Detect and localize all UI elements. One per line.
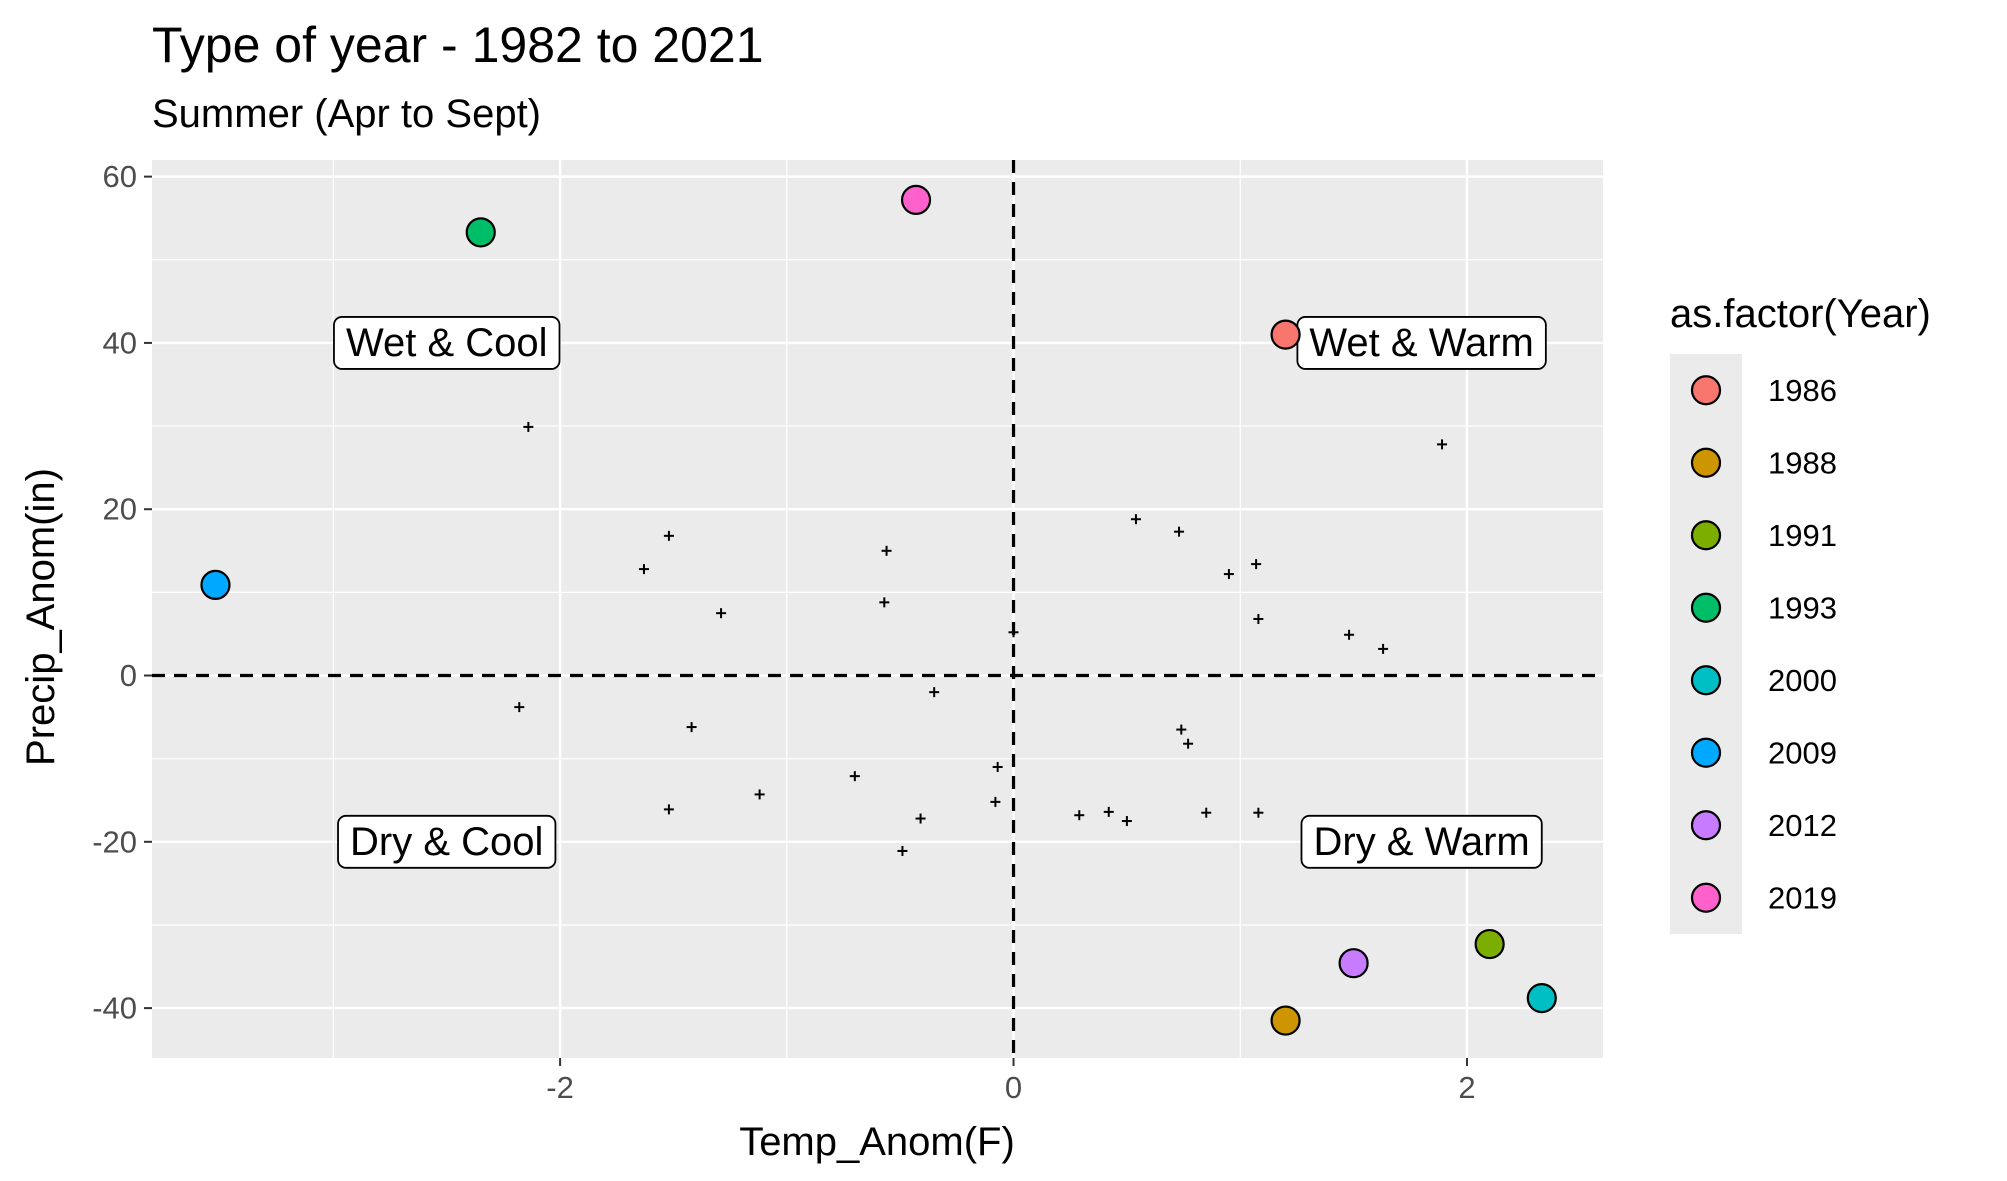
plus-point (849, 771, 860, 782)
quadrant-label: Wet & Warm (1296, 316, 1547, 370)
legend-label-1988: 1988 (1768, 445, 1837, 480)
plus-point (1103, 806, 1114, 817)
panel-background (152, 160, 1603, 1058)
plus-point (1201, 807, 1212, 818)
plot-marks: Wet & Cool Wet & Warm Dry & Cool Dry & Warm (152, 160, 1603, 1058)
legend-key-2019 (1690, 882, 1722, 913)
legend-title: as.factor(Year) (1670, 292, 1931, 336)
quadrant-label: Wet & Cool (333, 316, 561, 370)
y-tick-label: 0 (120, 658, 137, 693)
plus-point (897, 845, 908, 856)
x-tick-label: -2 (546, 1070, 574, 1105)
legend-label-2012: 2012 (1768, 808, 1837, 843)
quadrant-label-text: Dry & Warm (1313, 820, 1529, 864)
x-axis-title: Temp_Anom(F) (739, 1120, 1015, 1164)
quadrant-label-box (337, 814, 557, 869)
plus-point (716, 608, 727, 619)
year-point-1991 (1474, 928, 1505, 960)
year-point-2012 (1338, 948, 1369, 979)
legend-key-2012 (1690, 810, 1722, 841)
plus-point (514, 702, 525, 713)
year-point-2000 (1526, 983, 1557, 1014)
legend-key-background (1670, 354, 1742, 934)
plus-point (1251, 559, 1262, 570)
x-tick-label: 2 (1458, 1070, 1475, 1105)
plus-point (1176, 724, 1187, 735)
plus-point (990, 796, 1001, 807)
legend-label-1993: 1993 (1768, 590, 1837, 625)
legend: as.factor(Year) 1986 1988 1991 1993 2000 2009… (1670, 292, 1931, 934)
legend-label-2009: 2009 (1768, 735, 1837, 770)
legend-key-1993 (1690, 592, 1722, 623)
y-axis-title: Precip_Anom(in) (19, 468, 63, 766)
x-tick-label: 0 (1005, 1070, 1022, 1105)
chart-subtitle: Summer (Apr to Sept) (152, 92, 541, 136)
plus-point (1130, 514, 1141, 525)
plus-point (1174, 526, 1185, 537)
quadrant-label-text: Dry & Cool (350, 820, 543, 864)
plus-point (638, 564, 649, 575)
year-point-2009 (200, 569, 231, 600)
year-point-1993 (465, 217, 496, 248)
legend-key-1986 (1690, 375, 1722, 406)
plus-point (663, 804, 674, 815)
plus-point (1074, 810, 1085, 821)
plus-point (1378, 643, 1389, 654)
legend-key-1988 (1690, 447, 1722, 478)
plus-point (686, 722, 697, 733)
year-point-2019 (900, 184, 932, 216)
quadrant-label-box (1300, 814, 1543, 869)
y-tick-label: 20 (103, 492, 137, 527)
plus-point (879, 597, 890, 608)
plus-point (1437, 439, 1448, 450)
plus-point (1223, 569, 1234, 580)
quadrant-label-text: Wet & Cool (346, 321, 548, 365)
legend-label-1986: 1986 (1768, 373, 1837, 408)
plus-point (1253, 613, 1264, 624)
legend-label-1991: 1991 (1768, 518, 1837, 553)
legend-key-2009 (1690, 737, 1722, 768)
plus-point (1344, 629, 1355, 640)
plot-panel (152, 160, 1603, 1058)
chart-title: Type of year - 1982 to 2021 (152, 17, 764, 73)
y-tick-label: 40 (103, 325, 137, 360)
y-tick-label: 60 (103, 159, 137, 194)
plus-point (663, 530, 674, 541)
plus-point (1253, 807, 1264, 818)
plus-point (1183, 738, 1194, 749)
plus-point (1008, 627, 1019, 638)
legend-label-2000: 2000 (1768, 663, 1837, 698)
quadrant-label-text: Wet & Warm (1309, 321, 1533, 365)
plus-point (929, 687, 940, 698)
quadrant-label: Dry & Warm (1300, 814, 1543, 869)
plus-point (915, 813, 926, 824)
y-tick-label: -20 (92, 824, 137, 859)
plus-point (992, 761, 1003, 772)
y-tick-label: -40 (92, 991, 137, 1026)
quadrant-label-box (333, 316, 561, 370)
legend-label-2019: 2019 (1768, 880, 1837, 915)
plus-point (881, 545, 892, 556)
plus-point (523, 421, 534, 432)
legend-key-1991 (1690, 520, 1722, 551)
plus-point (754, 789, 765, 800)
year-point-1986 (1270, 319, 1301, 350)
quadrant-label: Dry & Cool (337, 814, 557, 869)
legend-key-2000 (1690, 665, 1722, 696)
year-point-1988 (1270, 1005, 1301, 1036)
plus-point (1121, 816, 1132, 827)
